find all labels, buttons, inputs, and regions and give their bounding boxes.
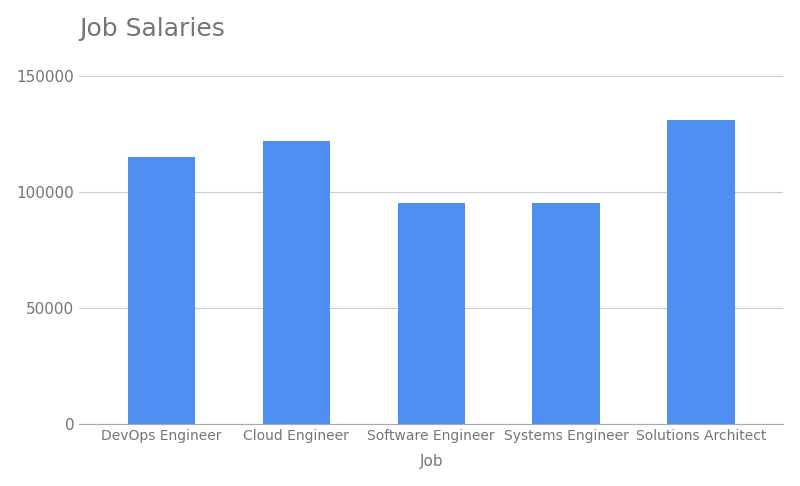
Bar: [398, 203, 465, 424]
Bar: [128, 157, 195, 424]
Bar: [667, 120, 734, 424]
Bar: [533, 203, 600, 424]
Text: Job Salaries: Job Salaries: [79, 17, 225, 41]
X-axis label: Job: Job: [419, 454, 443, 469]
Bar: [262, 140, 330, 424]
